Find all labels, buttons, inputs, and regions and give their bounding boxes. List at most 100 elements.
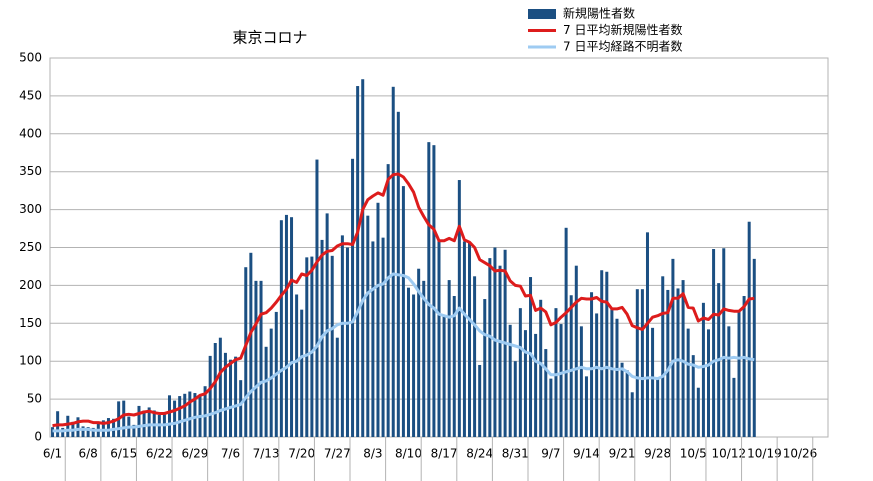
bar: [122, 400, 126, 437]
bar: [752, 258, 756, 437]
bar: [584, 376, 588, 437]
bar: [635, 289, 639, 437]
y-tick-label: 0: [34, 430, 42, 444]
bar: [590, 292, 594, 437]
bar: [493, 247, 497, 437]
bar: [269, 328, 273, 437]
bar: [529, 277, 533, 437]
bar: [564, 227, 568, 437]
bar: [539, 299, 543, 437]
bar: [600, 270, 604, 437]
bar: [340, 235, 344, 437]
x-tick-label: 9/28: [644, 447, 671, 461]
bar: [254, 280, 258, 437]
bar: [61, 427, 65, 437]
bar: [498, 265, 502, 437]
bar: [417, 268, 421, 437]
bar: [356, 86, 360, 438]
bar: [178, 396, 182, 437]
line: [52, 172, 755, 428]
bar: [696, 387, 700, 437]
bar: [625, 370, 629, 437]
bar: [544, 349, 548, 437]
bar: [442, 314, 446, 437]
bar: [661, 276, 665, 437]
bar: [218, 337, 222, 437]
bar: [239, 380, 243, 437]
bar: [727, 326, 731, 437]
bar: [66, 415, 70, 437]
bar: [422, 280, 426, 437]
bar: [468, 242, 472, 437]
bar: [640, 289, 644, 437]
bar: [249, 252, 253, 437]
bar: [707, 329, 711, 437]
bar: [183, 393, 187, 437]
bar: [259, 280, 263, 437]
bar: [645, 232, 649, 437]
legend-label: 7 日平均経路不明者数: [563, 39, 682, 54]
y-tick-label: 400: [19, 126, 42, 140]
bar: [462, 241, 466, 437]
bar: [401, 186, 405, 437]
x-tick-label: 10/12: [712, 447, 747, 461]
bar: [478, 364, 482, 437]
x-tick-label: 9/14: [573, 447, 600, 461]
x-tick-label: 10/26: [783, 447, 818, 461]
bar: [691, 355, 695, 437]
x-tick-label: 8/3: [363, 447, 382, 461]
bar: [666, 289, 670, 437]
bar: [81, 426, 85, 437]
legend-swatch: [528, 9, 556, 19]
bar: [101, 420, 105, 437]
bar: [213, 343, 217, 437]
bar: [615, 318, 619, 437]
bar: [106, 418, 110, 437]
bar: [595, 313, 599, 437]
bar: [244, 267, 248, 437]
x-tick-label: 7/20: [288, 447, 315, 461]
bar: [305, 257, 309, 437]
legend-label: 新規陽性者数: [563, 6, 635, 21]
bar: [701, 302, 705, 437]
bar: [208, 355, 212, 437]
bar: [290, 217, 294, 437]
bar: [610, 308, 614, 437]
bar: [371, 241, 375, 437]
bar: [315, 159, 319, 437]
bar: [630, 392, 634, 437]
y-tick-label: 200: [19, 278, 42, 292]
bar: [391, 86, 395, 437]
bar: [579, 326, 583, 437]
bar: [142, 410, 146, 437]
bar: [223, 352, 227, 437]
line: [52, 272, 755, 433]
y-tick-label: 50: [27, 392, 42, 406]
bar: [376, 202, 380, 437]
x-tick-label: 6/8: [78, 447, 97, 461]
x-tick-label: 8/10: [395, 447, 422, 461]
x-tick-label: 7/13: [253, 447, 280, 461]
bar: [137, 405, 141, 437]
bar: [737, 311, 741, 437]
bar: [620, 362, 624, 437]
bar: [284, 214, 288, 437]
bar: [534, 333, 538, 437]
bar: [325, 213, 329, 437]
bar: [656, 377, 660, 437]
x-tick-label: 6/1: [43, 447, 62, 461]
bar: [508, 324, 512, 437]
bar: [569, 295, 573, 437]
bar: [76, 417, 80, 437]
bar: [432, 145, 436, 438]
bar: [732, 377, 736, 437]
bar: [173, 400, 177, 437]
bar: [193, 393, 197, 437]
x-tick-label: 6/15: [110, 447, 137, 461]
bar: [330, 255, 334, 437]
x-tick-label: 7/27: [324, 447, 351, 461]
bar: [473, 276, 477, 437]
y-tick-label: 450: [19, 88, 42, 102]
x-tick-label: 9/21: [609, 447, 636, 461]
